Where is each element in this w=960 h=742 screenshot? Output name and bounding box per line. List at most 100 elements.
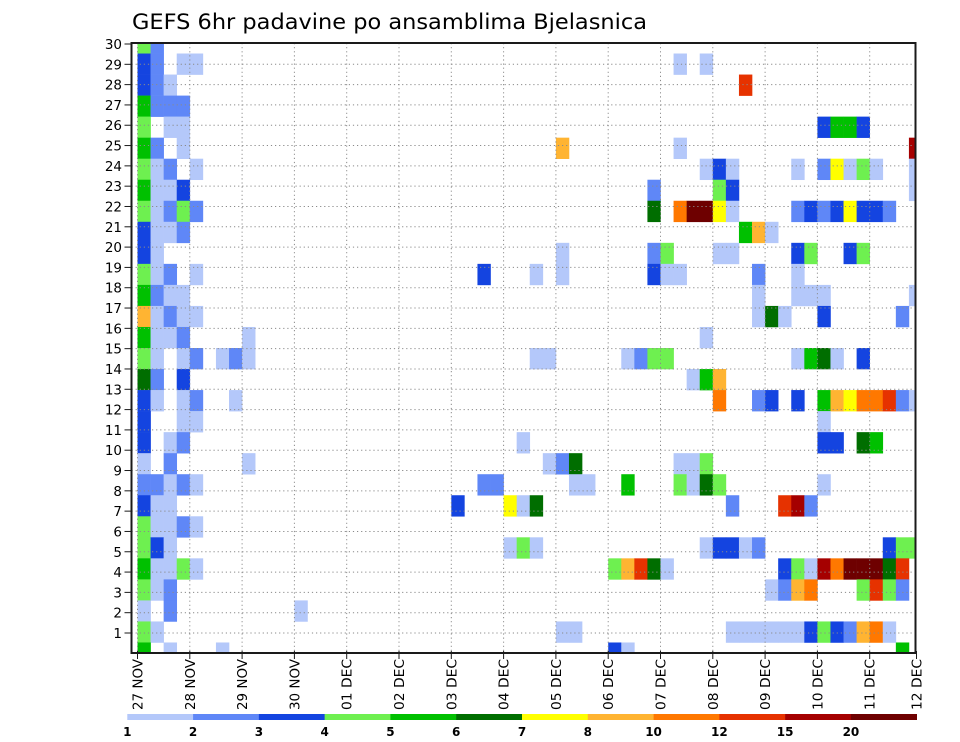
heatmap-cell (215, 642, 230, 653)
heatmap-cell (752, 263, 766, 286)
heatmap-cell (908, 537, 916, 559)
heatmap-cell (699, 158, 714, 181)
heatmap-cell (176, 432, 191, 454)
heatmap-cell (673, 137, 687, 159)
colorbar-bin (258, 714, 325, 720)
heatmap-cell (176, 179, 191, 202)
colorbar-bin (127, 714, 194, 720)
heatmap-cell (176, 53, 191, 75)
heatmap-cell (817, 116, 831, 138)
heatmap-cell (752, 284, 766, 307)
heatmap-cell (856, 116, 870, 138)
heatmap-cell (686, 200, 701, 223)
heatmap-cell (725, 158, 740, 181)
heatmap-cell (895, 305, 910, 328)
heatmap-cell (725, 495, 740, 517)
y-tick-label: 18 (105, 281, 122, 297)
heatmap-cell (712, 474, 727, 496)
heatmap-cell (242, 348, 256, 370)
heatmap-cell (150, 348, 164, 370)
heatmap-cell (150, 305, 164, 328)
colorbar-label: 12 (711, 725, 728, 739)
heatmap-cell (725, 537, 740, 559)
x-tick-label: 02 DEC (392, 659, 408, 710)
heatmap-cell (856, 432, 870, 454)
heatmap-cell (582, 474, 596, 496)
heatmap-cell (150, 369, 164, 391)
heatmap-cell (647, 242, 661, 265)
colorbar-bin (587, 714, 654, 720)
heatmap-cell (163, 158, 178, 181)
heatmap-cell (869, 200, 884, 223)
heatmap-cell (189, 158, 204, 181)
x-tick-label: 06 DEC (601, 659, 617, 710)
heatmap-cell (765, 221, 779, 244)
heatmap-cell (804, 621, 818, 643)
x-tick-label: 05 DEC (549, 659, 565, 710)
heatmap-cell (516, 495, 531, 517)
heatmap-cell (673, 474, 687, 496)
y-tick-label: 6 (113, 524, 122, 540)
heatmap-cell (725, 621, 740, 643)
heatmap-cell (137, 43, 151, 54)
heatmap-cell (621, 474, 635, 496)
heatmap-cell (176, 326, 191, 349)
heatmap-cell (137, 432, 151, 454)
heatmap-cell (229, 348, 243, 370)
y-tick-label: 19 (105, 260, 122, 276)
y-tick-label: 25 (105, 139, 122, 155)
x-tick-label: 30 NOV (287, 658, 303, 710)
colorbar-label: 8 (584, 725, 592, 739)
heatmap-cell (817, 432, 831, 454)
heatmap-cell (830, 621, 844, 643)
heatmap-cell (712, 179, 727, 202)
y-tick-label: 15 (105, 342, 122, 358)
heatmap-cell (163, 116, 178, 138)
heatmap-cell (804, 558, 818, 580)
heatmap-cell (817, 158, 831, 181)
heatmap-cell (477, 263, 491, 286)
y-tick-label: 21 (105, 220, 122, 236)
heatmap-cell (150, 537, 164, 559)
colorbar-label: 2 (189, 725, 197, 739)
heatmap-cell (725, 179, 740, 202)
heatmap-cell (712, 390, 727, 412)
heatmap-cell (673, 453, 687, 475)
heatmap-cell (634, 558, 648, 580)
heatmap-cell (621, 348, 635, 370)
colorbar-bin (390, 714, 457, 720)
heatmap-cell (908, 390, 916, 412)
heatmap-cell (176, 348, 191, 370)
heatmap-cell (189, 390, 204, 412)
heatmap-cell (843, 242, 857, 265)
y-tick-label: 13 (105, 382, 122, 398)
heatmap-cell (176, 390, 191, 412)
y-tick-label: 1 (113, 626, 122, 642)
heatmap-cell (150, 242, 164, 265)
heatmap-cell (817, 558, 831, 580)
heatmap-cell (673, 53, 687, 75)
heatmap-cell (189, 263, 204, 286)
heatmap-cell (791, 348, 805, 370)
colorbar-bin (324, 714, 391, 720)
heatmap-cell (843, 621, 857, 643)
heatmap-cell (673, 200, 687, 223)
heatmap-cell (778, 621, 792, 643)
heatmap-cell (189, 516, 204, 538)
colorbar-label: 5 (386, 725, 394, 739)
colorbar-label: 4 (320, 725, 328, 739)
heatmap-cell (817, 200, 831, 223)
heatmap-cell (150, 621, 164, 643)
y-tick-label: 30 (105, 37, 122, 53)
heatmap-cell (189, 411, 204, 433)
colorbar-label: 6 (452, 725, 460, 739)
heatmap-cell (738, 221, 753, 244)
heatmap-cell (908, 284, 916, 307)
heatmap-cell (830, 390, 844, 412)
heatmap-cell (150, 200, 164, 223)
heatmap-cell (176, 411, 191, 433)
heatmap-cell (817, 390, 831, 412)
heatmap-cell (150, 579, 164, 601)
heatmap-cell (869, 579, 884, 601)
heatmap-cell (451, 495, 465, 517)
